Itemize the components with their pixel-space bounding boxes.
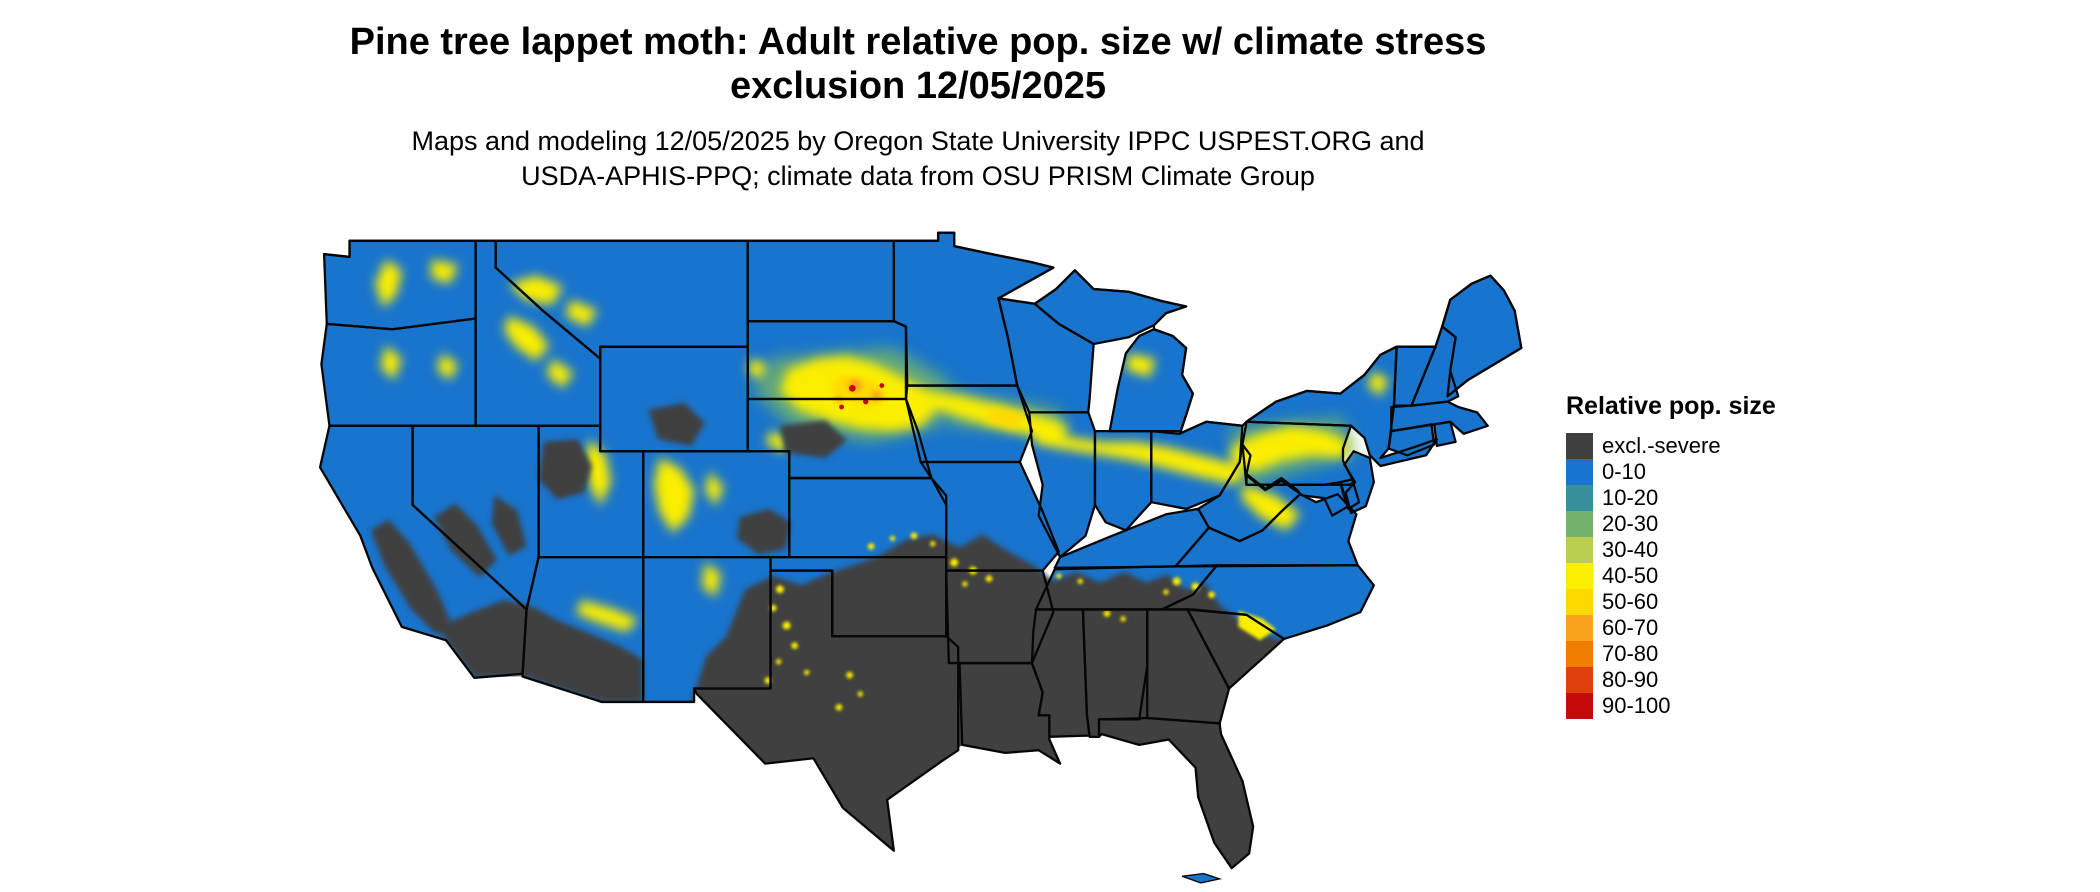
legend-swatch: [1566, 641, 1593, 667]
legend-item: excl.-severe: [1566, 433, 1776, 459]
legend-swatch: [1566, 589, 1593, 615]
pop-90-100-layer: [839, 383, 885, 410]
legend-label: excl.-severe: [1602, 433, 1721, 458]
legend-label: 90-100: [1602, 693, 1671, 718]
legend-swatch: [1566, 459, 1593, 485]
legend-swatch: [1566, 537, 1593, 563]
legend-label: 30-40: [1602, 537, 1659, 562]
us-map: [308, 230, 1528, 887]
legend-title: Relative pop. size: [1566, 392, 1776, 420]
figure-subtitle: Maps and modeling 12/05/2025 by Oregon S…: [308, 124, 1528, 193]
legend-label: 0-10: [1602, 459, 1647, 484]
legend-item: 20-30: [1566, 511, 1776, 537]
pop-speckle-layer: [764, 532, 1276, 711]
legend-item: 0-10: [1566, 459, 1776, 485]
legend-label: 20-30: [1602, 511, 1659, 536]
subtitle-line2: USDA-APHIS-PPQ; climate data from OSU PR…: [521, 160, 1315, 191]
coast-outline: [322, 231, 1523, 435]
legend-item: 70-80: [1566, 641, 1776, 667]
legend: Relative pop. size excl.-severe 0-10 10-20…: [1566, 392, 1776, 719]
legend-item: 50-60: [1566, 589, 1776, 615]
legend-swatch: [1566, 511, 1593, 537]
legend-item: 10-20: [1566, 485, 1776, 511]
legend-swatch: [1566, 433, 1593, 459]
legend-swatch: [1566, 667, 1593, 693]
legend-item: 60-70: [1566, 615, 1776, 641]
legend-items: excl.-severe 0-10 10-20 20-30 30-40 40-50 50-6…: [1566, 433, 1776, 719]
legend-label: 10-20: [1602, 485, 1659, 510]
legend-item: 40-50: [1566, 563, 1776, 589]
legend-label: 50-60: [1602, 589, 1659, 614]
florida-keys: [1181, 872, 1223, 884]
legend-item: 30-40: [1566, 537, 1776, 563]
legend-item: 80-90: [1566, 667, 1776, 693]
figure-header: Pine tree lappet moth: Adult relative po…: [308, 20, 1528, 193]
page-title-line1: Pine tree lappet moth: Adult relative po…: [349, 21, 1487, 63]
legend-label: 40-50: [1602, 563, 1659, 588]
subtitle-line1: Maps and modeling 12/05/2025 by Oregon S…: [411, 126, 1425, 157]
legend-label: 60-70: [1602, 615, 1659, 640]
legend-swatch: [1566, 615, 1593, 641]
legend-swatch: [1566, 693, 1593, 719]
legend-swatch: [1566, 563, 1593, 589]
page-title-line2: exclusion 12/05/2025: [729, 65, 1107, 108]
legend-label: 70-80: [1602, 641, 1659, 666]
legend-swatch: [1566, 485, 1593, 511]
legend-label: 80-90: [1602, 667, 1659, 692]
legend-item: 90-100: [1566, 693, 1776, 719]
us-map-svg: [318, 231, 1523, 884]
